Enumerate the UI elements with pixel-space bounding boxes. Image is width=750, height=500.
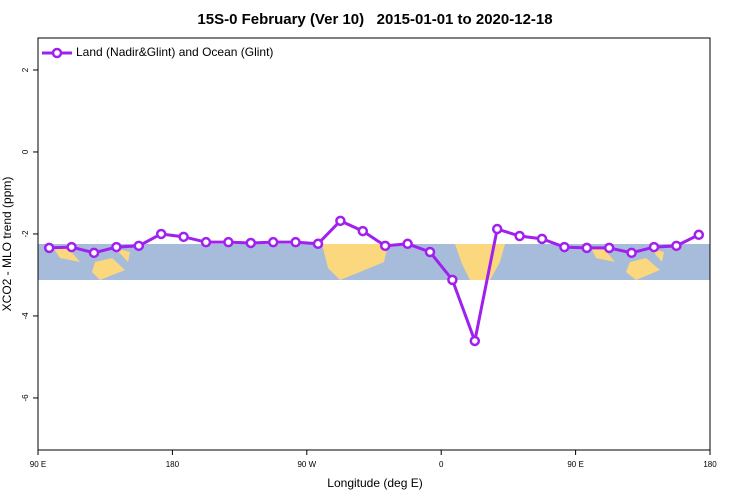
x-tick-label: 180 xyxy=(703,460,717,469)
point xyxy=(402,238,413,250)
point xyxy=(559,241,570,253)
legend-label: Land (Nadir&Glint) and Ocean (Glint) xyxy=(76,45,273,59)
series-line xyxy=(49,219,700,347)
point xyxy=(469,335,481,347)
point xyxy=(379,240,391,252)
y-tick-label: 2 xyxy=(21,67,30,72)
point xyxy=(335,215,346,227)
y-axis-label: XCO2 - MLO trend (ppm) xyxy=(0,177,14,312)
y-tick-label: -4 xyxy=(21,312,30,320)
point xyxy=(693,229,705,241)
point xyxy=(648,241,660,253)
point xyxy=(43,242,55,254)
point xyxy=(626,247,637,259)
y-tick-label: -6 xyxy=(21,394,30,402)
legend-marker xyxy=(51,47,63,59)
point xyxy=(267,236,279,248)
point xyxy=(514,230,525,242)
point xyxy=(447,274,458,286)
point xyxy=(155,228,167,240)
plot-frame xyxy=(37,37,711,451)
point xyxy=(66,241,77,253)
point xyxy=(88,247,100,259)
point xyxy=(491,223,503,235)
point xyxy=(200,236,212,248)
point xyxy=(357,225,369,237)
map-band xyxy=(38,244,710,280)
x-tick-label: 90 E xyxy=(30,460,46,469)
point xyxy=(424,246,436,258)
x-tick-label: 90 E xyxy=(567,460,583,469)
point xyxy=(178,231,189,243)
point xyxy=(536,233,548,245)
point xyxy=(603,242,615,254)
point xyxy=(581,242,593,254)
point xyxy=(245,237,257,249)
point xyxy=(133,240,145,252)
point xyxy=(312,238,324,250)
chart-title: 15S-0 February (Ver 10) 2015-01-01 to 20… xyxy=(197,11,552,28)
y-tick-label: -2 xyxy=(21,230,30,238)
point xyxy=(290,236,301,248)
x-axis-label: Longitude (deg E) xyxy=(327,476,422,490)
point xyxy=(671,240,682,252)
x-tick-label: 90 W xyxy=(297,460,316,469)
x-tick-label: 180 xyxy=(166,460,180,469)
y-tick-label: 0 xyxy=(21,149,30,154)
point xyxy=(223,236,234,248)
point xyxy=(111,241,122,253)
x-tick-label: 0 xyxy=(439,460,444,469)
